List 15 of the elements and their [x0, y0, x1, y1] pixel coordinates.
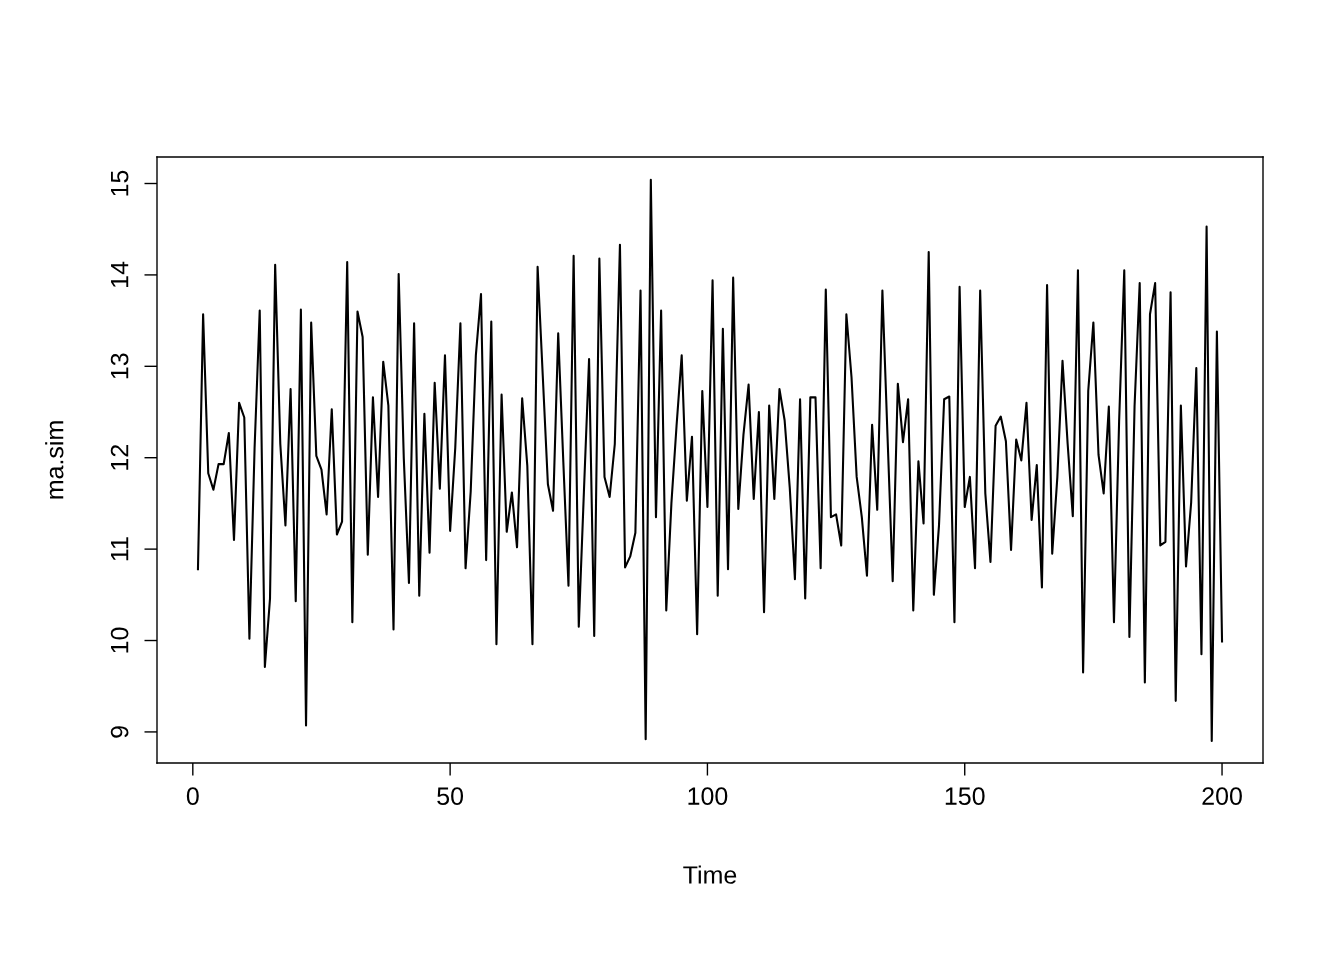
y-axis-title: ma.sim: [45, 421, 64, 499]
y-tick-label: 11: [111, 537, 129, 561]
y-tick-label: 13: [110, 353, 129, 379]
y-tick-label: 14: [111, 261, 129, 287]
x-tick-label: 100: [688, 787, 728, 805]
y-tick-label: 15: [111, 170, 129, 196]
line-series: [196, 178, 1224, 743]
y-tick-label: 9: [110, 726, 129, 738]
y-tick-label: 10: [110, 627, 129, 653]
x-tick-label: 150: [945, 787, 985, 805]
x-axis-title: Time: [683, 865, 737, 884]
x-tick-label: 200: [1202, 787, 1242, 805]
y-tick-label: 12: [110, 445, 129, 470]
x-tick-label: 0: [186, 787, 199, 805]
x-tick-label: 50: [437, 787, 464, 805]
